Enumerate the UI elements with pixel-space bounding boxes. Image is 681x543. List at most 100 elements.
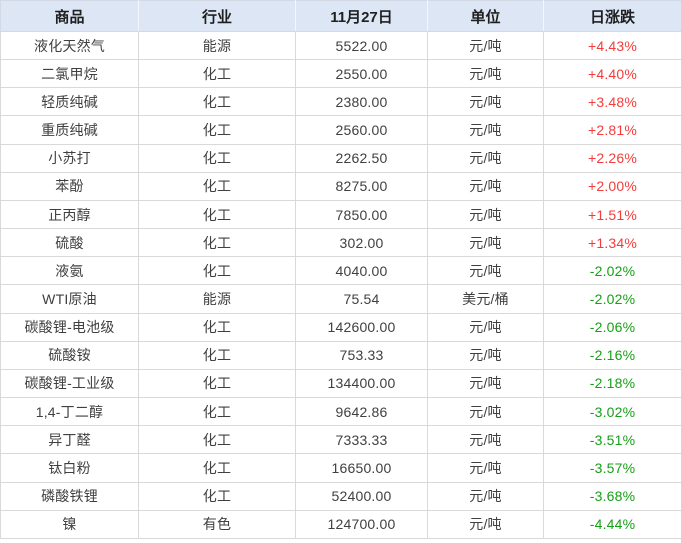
cell-industry: 化工 bbox=[138, 171, 296, 201]
cell-industry: 能源 bbox=[138, 284, 296, 314]
cell-unit: 元/吨 bbox=[427, 228, 544, 258]
cell-industry: 化工 bbox=[138, 256, 296, 286]
cell-price: 2560.00 bbox=[295, 115, 428, 145]
cell-change: -2.16% bbox=[543, 340, 681, 370]
cell-unit: 元/吨 bbox=[427, 425, 544, 455]
cell-unit: 元/吨 bbox=[427, 199, 544, 230]
col-header-industry: 行业 bbox=[138, 0, 296, 32]
cell-change: -2.02% bbox=[543, 284, 681, 314]
cell-price: 4040.00 bbox=[295, 256, 428, 286]
table-row: 异丁醛 化工 7333.33 元/吨 -3.51% bbox=[0, 425, 681, 455]
cell-price: 75.54 bbox=[295, 284, 428, 314]
cell-change: -3.68% bbox=[543, 481, 681, 511]
table-row: 碳酸锂-工业级 化工 134400.00 元/吨 -2.18% bbox=[0, 368, 681, 399]
cell-change: +4.43% bbox=[543, 30, 681, 61]
table-row: 磷酸铁锂 化工 52400.00 元/吨 -3.68% bbox=[0, 481, 681, 511]
cell-industry: 化工 bbox=[138, 368, 296, 399]
table-row: 二氯甲烷 化工 2550.00 元/吨 +4.40% bbox=[0, 59, 681, 89]
cell-price: 8275.00 bbox=[295, 171, 428, 201]
cell-commodity: 镍 bbox=[0, 509, 139, 540]
cell-price: 134400.00 bbox=[295, 368, 428, 399]
cell-unit: 元/吨 bbox=[427, 397, 544, 427]
cell-unit: 元/吨 bbox=[427, 368, 544, 399]
cell-commodity: 硫酸铵 bbox=[0, 340, 139, 370]
cell-price: 5522.00 bbox=[295, 30, 428, 61]
cell-commodity: 二氯甲烷 bbox=[0, 59, 139, 89]
cell-change: +2.81% bbox=[543, 115, 681, 145]
cell-change: +2.26% bbox=[543, 143, 681, 173]
cell-unit: 元/吨 bbox=[427, 30, 544, 61]
table-row: 轻质纯碱 化工 2380.00 元/吨 +3.48% bbox=[0, 87, 681, 117]
cell-change: -3.02% bbox=[543, 397, 681, 427]
cell-price: 2550.00 bbox=[295, 59, 428, 89]
cell-price: 302.00 bbox=[295, 228, 428, 258]
col-header-unit: 单位 bbox=[427, 0, 544, 32]
cell-commodity: 正丙醇 bbox=[0, 199, 139, 230]
cell-price: 7333.33 bbox=[295, 425, 428, 455]
cell-change: +3.48% bbox=[543, 87, 681, 117]
cell-industry: 化工 bbox=[138, 453, 296, 483]
header-row: 商品 行业 11月27日 单位 日涨跌 bbox=[0, 0, 681, 32]
cell-change: +2.00% bbox=[543, 171, 681, 201]
cell-change: -3.57% bbox=[543, 453, 681, 483]
cell-industry: 能源 bbox=[138, 30, 296, 61]
cell-industry: 化工 bbox=[138, 481, 296, 511]
cell-commodity: 液化天然气 bbox=[0, 30, 139, 61]
cell-price: 52400.00 bbox=[295, 481, 428, 511]
cell-commodity: WTI原油 bbox=[0, 284, 139, 314]
cell-commodity: 1,4-丁二醇 bbox=[0, 397, 139, 427]
cell-price: 9642.86 bbox=[295, 397, 428, 427]
table-row: 钛白粉 化工 16650.00 元/吨 -3.57% bbox=[0, 453, 681, 483]
cell-price: 124700.00 bbox=[295, 509, 428, 540]
cell-unit: 元/吨 bbox=[427, 87, 544, 117]
cell-industry: 化工 bbox=[138, 115, 296, 145]
cell-unit: 元/吨 bbox=[427, 115, 544, 145]
cell-industry: 化工 bbox=[138, 199, 296, 230]
cell-change: -3.51% bbox=[543, 425, 681, 455]
cell-unit: 元/吨 bbox=[427, 59, 544, 89]
table-row: 液化天然气 能源 5522.00 元/吨 +4.43% bbox=[0, 30, 681, 61]
table-row: 正丙醇 化工 7850.00 元/吨 +1.51% bbox=[0, 199, 681, 230]
cell-commodity: 碳酸锂-电池级 bbox=[0, 312, 139, 342]
cell-industry: 化工 bbox=[138, 340, 296, 370]
cell-industry: 有色 bbox=[138, 509, 296, 540]
table-row: 液氨 化工 4040.00 元/吨 -2.02% bbox=[0, 256, 681, 286]
cell-change: -2.06% bbox=[543, 312, 681, 342]
table-row: 硫酸铵 化工 753.33 元/吨 -2.16% bbox=[0, 340, 681, 370]
cell-industry: 化工 bbox=[138, 228, 296, 258]
cell-price: 16650.00 bbox=[295, 453, 428, 483]
cell-unit: 元/吨 bbox=[427, 340, 544, 370]
cell-unit: 元/吨 bbox=[427, 453, 544, 483]
table-row: 镍 有色 124700.00 元/吨 -4.44% bbox=[0, 509, 681, 540]
col-header-change: 日涨跌 bbox=[543, 0, 681, 32]
cell-change: -4.44% bbox=[543, 509, 681, 540]
cell-commodity: 重质纯碱 bbox=[0, 115, 139, 145]
cell-industry: 化工 bbox=[138, 87, 296, 117]
cell-price: 142600.00 bbox=[295, 312, 428, 342]
cell-unit: 元/吨 bbox=[427, 143, 544, 173]
cell-commodity: 苯酚 bbox=[0, 171, 139, 201]
table-row: 碳酸锂-电池级 化工 142600.00 元/吨 -2.06% bbox=[0, 312, 681, 342]
cell-commodity: 磷酸铁锂 bbox=[0, 481, 139, 511]
cell-industry: 化工 bbox=[138, 143, 296, 173]
cell-unit: 元/吨 bbox=[427, 481, 544, 511]
cell-price: 7850.00 bbox=[295, 199, 428, 230]
cell-unit: 元/吨 bbox=[427, 509, 544, 540]
cell-commodity: 硫酸 bbox=[0, 228, 139, 258]
cell-change: -2.18% bbox=[543, 368, 681, 399]
cell-price: 753.33 bbox=[295, 340, 428, 370]
col-header-commodity: 商品 bbox=[0, 0, 139, 32]
cell-industry: 化工 bbox=[138, 59, 296, 89]
cell-commodity: 液氨 bbox=[0, 256, 139, 286]
table-row: 硫酸 化工 302.00 元/吨 +1.34% bbox=[0, 228, 681, 258]
cell-change: +4.40% bbox=[543, 59, 681, 89]
table-row: 苯酚 化工 8275.00 元/吨 +2.00% bbox=[0, 171, 681, 201]
cell-price: 2380.00 bbox=[295, 87, 428, 117]
cell-change: -2.02% bbox=[543, 256, 681, 286]
cell-commodity: 碳酸锂-工业级 bbox=[0, 368, 139, 399]
cell-unit: 元/吨 bbox=[427, 312, 544, 342]
cell-change: +1.51% bbox=[543, 199, 681, 230]
table-row: WTI原油 能源 75.54 美元/桶 -2.02% bbox=[0, 284, 681, 314]
cell-commodity: 异丁醛 bbox=[0, 425, 139, 455]
